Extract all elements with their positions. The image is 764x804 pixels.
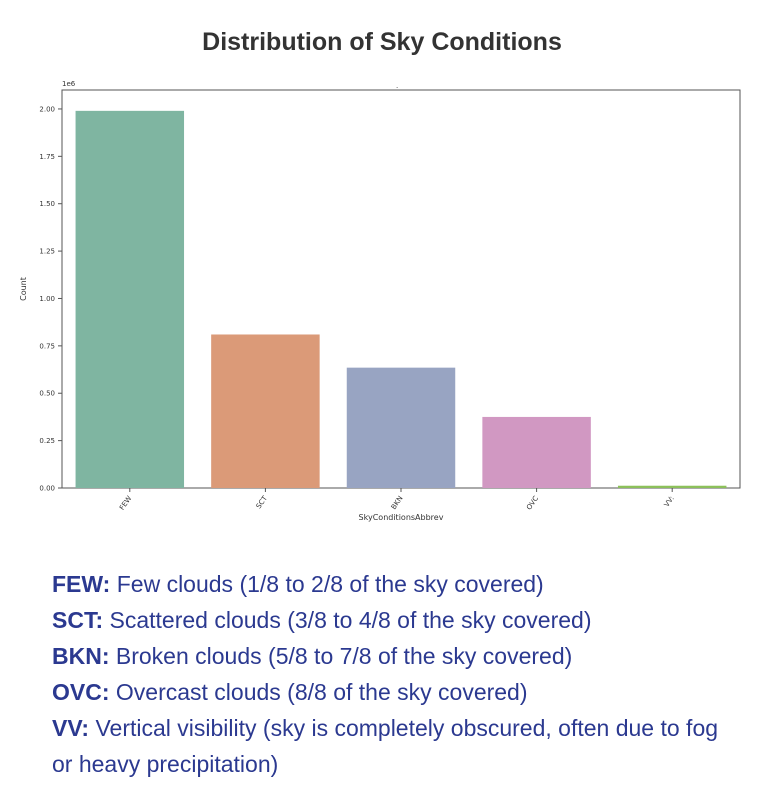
- legend-abbr: VV:: [52, 715, 89, 741]
- y-axis-ticks: 0.00 0.25 0.50 0.75 1.00 1.25 1.50 1.75 2.00: [39, 105, 62, 492]
- y-tick-label: 0.75: [39, 342, 55, 350]
- legend-description: Overcast clouds (8/8 of the sky covered): [110, 679, 528, 705]
- bar-chart: 1e6 . 0.00 0.25 0.50 0.75 1.00 1.25 1.50 1.75 2.…: [0, 0, 764, 540]
- legend-description: Scattered clouds (3/8 to 4/8 of the sky …: [103, 607, 591, 633]
- y-axis-label: Count: [19, 277, 28, 301]
- legend-abbr: OVC:: [52, 679, 110, 705]
- bar-bkn: [347, 368, 455, 488]
- x-tick-label: FEW: [118, 494, 133, 511]
- bar-group: [76, 111, 727, 488]
- x-axis-ticks: FEW SCT BKN OVC VV:: [118, 488, 676, 512]
- legend-description: Few clouds (1/8 to 2/8 of the sky covere…: [110, 571, 543, 597]
- scale-note: 1e6: [62, 80, 76, 88]
- y-tick-label: 1.75: [39, 153, 55, 161]
- legend-abbr: BKN:: [52, 643, 110, 669]
- x-tick-label: SCT: [255, 494, 270, 510]
- y-tick-label: 0.25: [39, 437, 55, 445]
- y-tick-label: 2.00: [39, 105, 55, 113]
- legend-abbr: FEW:: [52, 571, 110, 597]
- legend-item: SCT: Scattered clouds (3/8 to 4/8 of the…: [52, 602, 742, 638]
- x-axis-label: SkyConditionsAbbrev: [359, 513, 444, 522]
- y-tick-label: 0.50: [39, 390, 55, 398]
- y-tick-label: 1.50: [39, 200, 55, 208]
- bar-sct: [211, 334, 319, 488]
- legend-item: OVC: Overcast clouds (8/8 of the sky cov…: [52, 674, 742, 710]
- legend-item: BKN: Broken clouds (5/8 to 7/8 of the sk…: [52, 638, 742, 674]
- stray-mark: .: [396, 82, 398, 90]
- bar-ovc: [482, 417, 590, 488]
- bar-few: [76, 111, 184, 488]
- x-tick-label: OVC: [525, 494, 540, 511]
- legend-item: FEW: Few clouds (1/8 to 2/8 of the sky c…: [52, 566, 742, 602]
- legend-list: FEW: Few clouds (1/8 to 2/8 of the sky c…: [52, 566, 742, 782]
- y-tick-label: 1.00: [39, 295, 55, 303]
- bar-vv: [618, 486, 726, 488]
- legend-description: Vertical visibility (sky is completely o…: [52, 715, 718, 777]
- y-tick-label: 1.25: [39, 248, 55, 256]
- legend-description: Broken clouds (5/8 to 7/8 of the sky cov…: [110, 643, 573, 669]
- legend-item: VV: Vertical visibility (sky is complete…: [52, 710, 742, 782]
- x-tick-label: VV:: [663, 495, 676, 509]
- legend-abbr: SCT:: [52, 607, 103, 633]
- y-tick-label: 0.00: [39, 485, 55, 493]
- x-tick-label: BKN: [390, 495, 405, 512]
